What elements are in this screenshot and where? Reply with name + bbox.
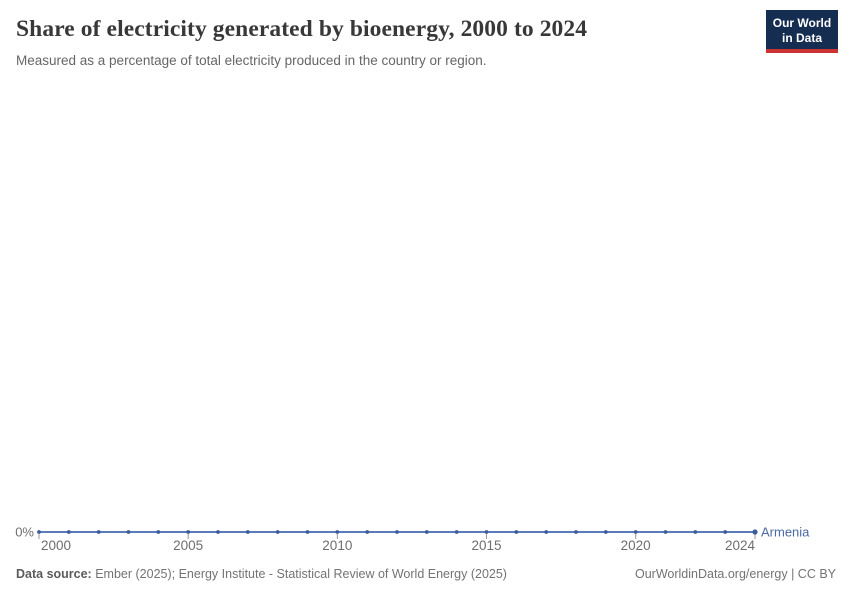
data-point-marker xyxy=(37,530,41,534)
data-point-marker xyxy=(395,530,399,534)
data-point-marker xyxy=(693,530,698,534)
data-point-marker xyxy=(96,530,101,534)
chart-footer: Data source: Ember (2025); Energy Instit… xyxy=(16,567,836,581)
chart-title: Share of electricity generated by bioene… xyxy=(16,16,588,42)
data-point-marker xyxy=(156,530,161,534)
footer-link[interactable]: OurWorldinData.org/energy | CC BY xyxy=(634,567,836,581)
owid-logo[interactable]: Our World in Data xyxy=(766,10,838,53)
data-point-marker xyxy=(723,530,728,534)
data-source-note: Data source: Ember (2025); Energy Instit… xyxy=(16,567,507,581)
data-source-label: Data source: xyxy=(16,567,92,581)
data-point-marker xyxy=(484,530,489,534)
x-axis-tick-label: 2000 xyxy=(41,538,71,553)
x-axis-tick-label: 2024 xyxy=(725,538,756,553)
data-point-marker xyxy=(66,530,71,534)
data-point-marker xyxy=(514,530,519,534)
x-axis-tick-label: 2005 xyxy=(173,538,203,553)
data-point-marker xyxy=(275,530,280,534)
data-point-marker xyxy=(216,530,220,534)
y-axis-tick-label: 0% xyxy=(15,525,34,540)
x-axis-tick-label: 2020 xyxy=(621,538,651,553)
data-point-marker xyxy=(335,530,340,534)
data-point-marker xyxy=(305,530,310,534)
chart-subtitle: Measured as a percentage of total electr… xyxy=(16,53,487,69)
series-label-armenia[interactable]: Armenia xyxy=(761,525,810,540)
data-point-marker xyxy=(544,530,549,534)
data-point-marker xyxy=(574,530,578,534)
data-source-text: Ember (2025); Energy Institute - Statist… xyxy=(91,567,507,581)
data-point-marker xyxy=(454,530,459,534)
data-point-marker xyxy=(633,530,638,534)
owid-logo-line2: in Data xyxy=(781,30,822,45)
chart-header: Share of electricity generated by bioene… xyxy=(16,15,746,70)
x-axis-tick-label: 2010 xyxy=(322,538,352,553)
data-point-marker xyxy=(365,530,370,534)
data-point-marker xyxy=(424,530,429,534)
data-point-marker xyxy=(126,530,131,534)
data-point-marker xyxy=(603,530,608,534)
x-axis-tick-label: 2015 xyxy=(471,538,501,553)
owid-logo-line1: Our World xyxy=(772,16,832,30)
data-point-marker xyxy=(663,530,668,534)
data-point-marker xyxy=(245,530,250,534)
data-point-marker xyxy=(186,530,191,534)
data-point-marker xyxy=(752,529,758,535)
